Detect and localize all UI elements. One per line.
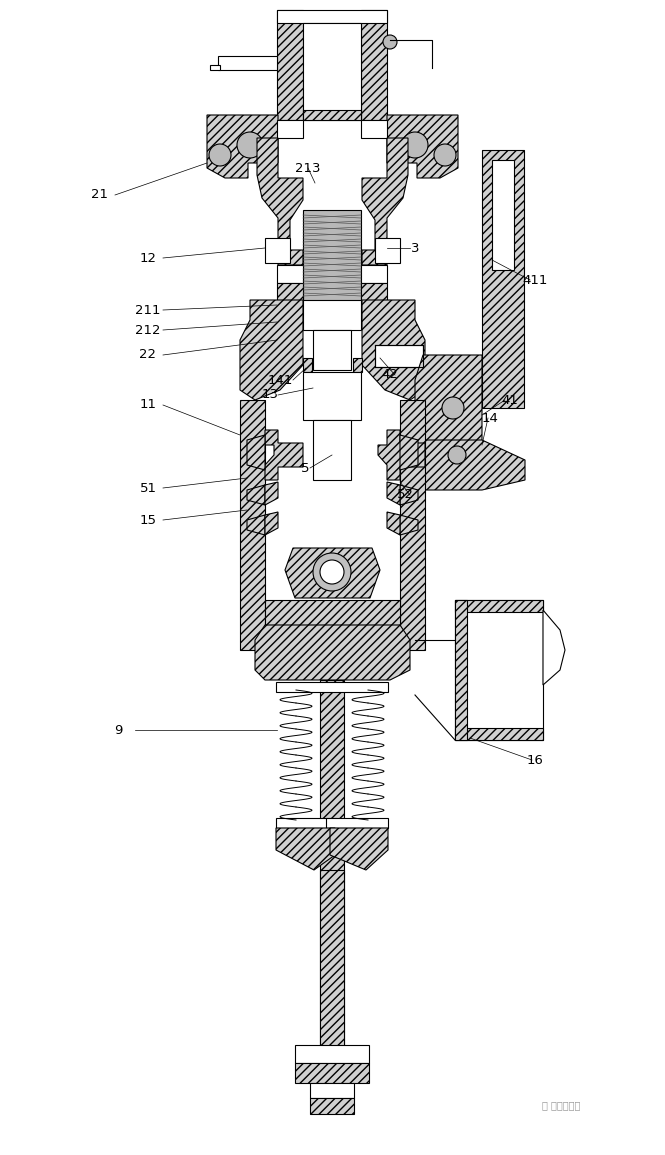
Bar: [320, 870, 344, 1050]
Bar: [400, 400, 425, 650]
Polygon shape: [378, 430, 425, 480]
Circle shape: [313, 553, 351, 591]
Circle shape: [383, 35, 397, 49]
Text: 13: 13: [261, 388, 279, 402]
Bar: [303, 300, 361, 330]
Text: 5: 5: [301, 462, 309, 475]
Bar: [492, 161, 514, 270]
Polygon shape: [247, 515, 265, 535]
Circle shape: [237, 132, 263, 158]
Text: 14: 14: [481, 411, 499, 425]
Text: 16: 16: [527, 753, 543, 767]
Bar: [303, 210, 361, 305]
Bar: [303, 358, 312, 372]
Polygon shape: [265, 482, 278, 505]
Bar: [361, 120, 387, 137]
Text: 51: 51: [140, 482, 156, 494]
Polygon shape: [247, 435, 265, 470]
Bar: [210, 65, 220, 70]
Bar: [361, 10, 387, 120]
Text: 41: 41: [501, 394, 519, 407]
Text: 21: 21: [92, 188, 108, 201]
Bar: [240, 400, 265, 650]
Bar: [303, 110, 361, 120]
Bar: [455, 599, 543, 612]
Bar: [276, 681, 388, 692]
Bar: [455, 599, 543, 740]
Bar: [375, 238, 400, 263]
Polygon shape: [415, 440, 525, 490]
Text: 9: 9: [114, 723, 122, 737]
Polygon shape: [265, 512, 278, 535]
Text: 15: 15: [140, 514, 156, 527]
Bar: [265, 599, 400, 625]
Circle shape: [402, 132, 428, 158]
Text: 3: 3: [411, 241, 419, 254]
Bar: [375, 345, 423, 367]
Text: 141: 141: [267, 373, 293, 387]
Circle shape: [442, 397, 464, 419]
Bar: [276, 818, 336, 828]
Text: 52: 52: [396, 489, 414, 501]
Polygon shape: [415, 355, 482, 460]
Polygon shape: [285, 547, 380, 598]
Bar: [277, 283, 303, 301]
Bar: [303, 23, 361, 120]
Bar: [277, 120, 303, 137]
Text: 213: 213: [295, 162, 321, 174]
Bar: [277, 264, 303, 283]
Circle shape: [320, 560, 344, 584]
Bar: [361, 264, 387, 283]
Polygon shape: [400, 435, 418, 470]
Polygon shape: [255, 625, 410, 680]
Polygon shape: [362, 300, 425, 400]
Bar: [455, 728, 543, 740]
Bar: [295, 1063, 369, 1083]
Bar: [320, 680, 344, 1080]
Bar: [326, 818, 388, 828]
Polygon shape: [400, 515, 418, 535]
Bar: [277, 10, 303, 120]
Bar: [277, 10, 387, 23]
Circle shape: [209, 144, 231, 166]
Polygon shape: [543, 610, 565, 685]
Polygon shape: [330, 828, 388, 870]
Text: 11: 11: [140, 398, 156, 411]
Bar: [313, 420, 351, 480]
Polygon shape: [362, 137, 408, 264]
Polygon shape: [400, 485, 418, 505]
Text: 12: 12: [140, 252, 156, 264]
Bar: [361, 283, 387, 301]
Polygon shape: [387, 116, 458, 178]
Text: 42: 42: [382, 368, 398, 381]
Text: 值 什么值得买: 值 什么值得买: [541, 1100, 580, 1110]
Bar: [310, 1083, 354, 1098]
Text: 411: 411: [522, 274, 548, 286]
Bar: [482, 150, 524, 408]
Bar: [310, 1098, 354, 1115]
Text: 212: 212: [135, 323, 161, 336]
Bar: [303, 372, 361, 420]
Text: 22: 22: [140, 349, 156, 362]
Circle shape: [448, 446, 466, 464]
Bar: [313, 330, 351, 370]
Polygon shape: [387, 512, 400, 535]
Bar: [455, 599, 467, 740]
Polygon shape: [265, 430, 303, 480]
Bar: [295, 1045, 369, 1063]
Bar: [353, 358, 362, 372]
Polygon shape: [247, 485, 265, 505]
Text: 211: 211: [135, 304, 161, 316]
Bar: [218, 55, 277, 70]
Polygon shape: [207, 116, 278, 178]
Polygon shape: [276, 828, 335, 870]
Polygon shape: [257, 137, 303, 264]
Polygon shape: [240, 300, 303, 400]
Polygon shape: [387, 482, 400, 505]
Bar: [265, 238, 290, 263]
Circle shape: [434, 144, 456, 166]
